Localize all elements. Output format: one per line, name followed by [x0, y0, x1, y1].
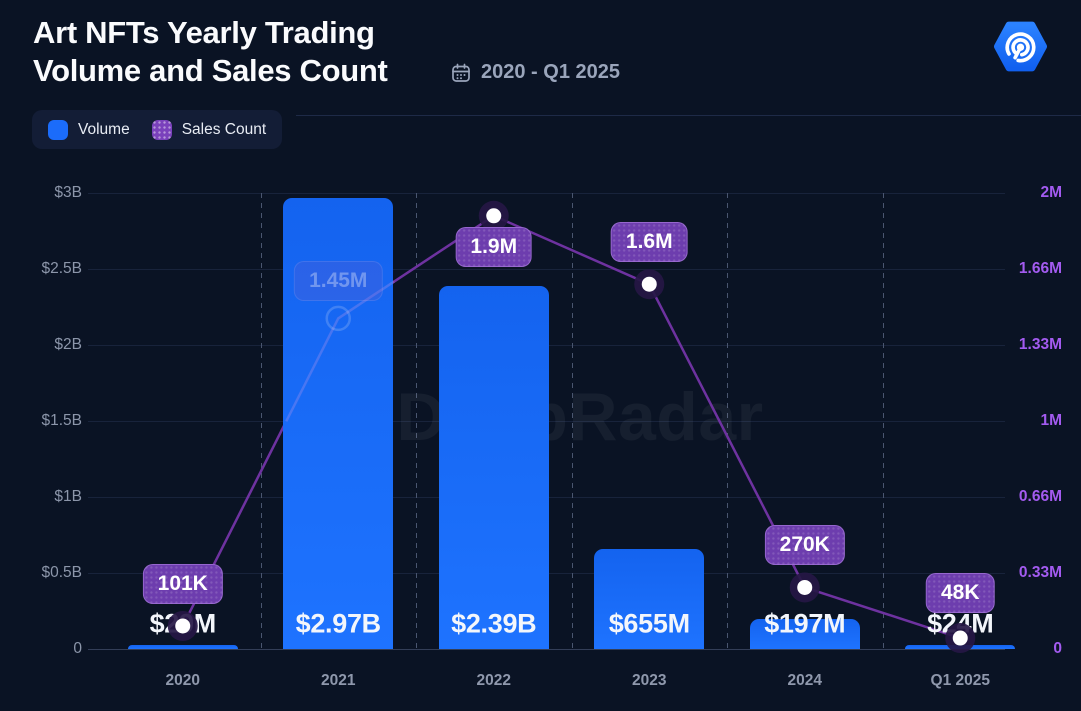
header-divider [296, 115, 1081, 116]
radar-center-dot [1016, 43, 1025, 51]
y-axis-label-right: 0.66M [1018, 488, 1062, 505]
legend-sales-label: Sales Count [181, 120, 267, 138]
y-axis-label-right: 1.33M [1018, 336, 1062, 353]
sales-count-badge: 1.9M [455, 226, 533, 267]
calendar-icon [452, 63, 470, 82]
legend-volume-label: Volume [78, 120, 130, 138]
y-axis-label-left: $1B [54, 488, 82, 505]
legend-item-volume[interactable]: Volume [48, 119, 130, 140]
grid-hline [88, 193, 1005, 194]
y-axis-label-left: $3B [54, 184, 82, 201]
y-axis-label-right: 0.33M [1018, 564, 1062, 581]
x-axis-label: Q1 2025 [930, 672, 990, 689]
x-axis-label: 2024 [787, 672, 822, 689]
sales-count-badge: 101K [142, 563, 223, 604]
bar-2020 [127, 644, 238, 649]
y-axis-label-left: 0 [73, 640, 82, 657]
volume-swatch-icon [48, 119, 68, 140]
sales-count-swatch-icon [151, 119, 172, 140]
x-axis-label: 2023 [632, 672, 667, 689]
grid-hline [88, 649, 1005, 650]
page-title: Art NFTs Yearly Trading Volume and Sales… [33, 15, 388, 88]
y-axis-label-right: 2M [1040, 184, 1062, 201]
y-axis-label-right: 0 [1053, 640, 1062, 657]
date-range-text: 2020 - Q1 2025 [481, 61, 620, 83]
x-axis-label: 2022 [476, 672, 511, 689]
sales-count-badge: 1.6M [610, 222, 688, 263]
sales-count-badge: 48K [925, 573, 995, 613]
sales-count-badge: 270K [764, 525, 845, 566]
y-axis-label-right: 1M [1040, 412, 1062, 429]
x-axis-label: 2020 [165, 672, 200, 689]
y-axis-label-left: $1.5B [41, 412, 82, 429]
y-axis-label-left: $2B [54, 336, 82, 353]
y-axis-label-left: $2.5B [41, 260, 82, 277]
date-range: 2020 - Q1 2025 [450, 61, 620, 84]
radar-spiral-icon [1005, 32, 1036, 63]
dappradar-logo [994, 21, 1047, 72]
legend: Volume Sales Count [32, 110, 283, 149]
x-axis-label: 2021 [321, 672, 356, 689]
y-axis-label-left: $0.5B [41, 564, 82, 581]
y-axis-label-right: 1.66M [1018, 260, 1062, 277]
legend-item-sales-count[interactable]: Sales Count [151, 119, 267, 140]
